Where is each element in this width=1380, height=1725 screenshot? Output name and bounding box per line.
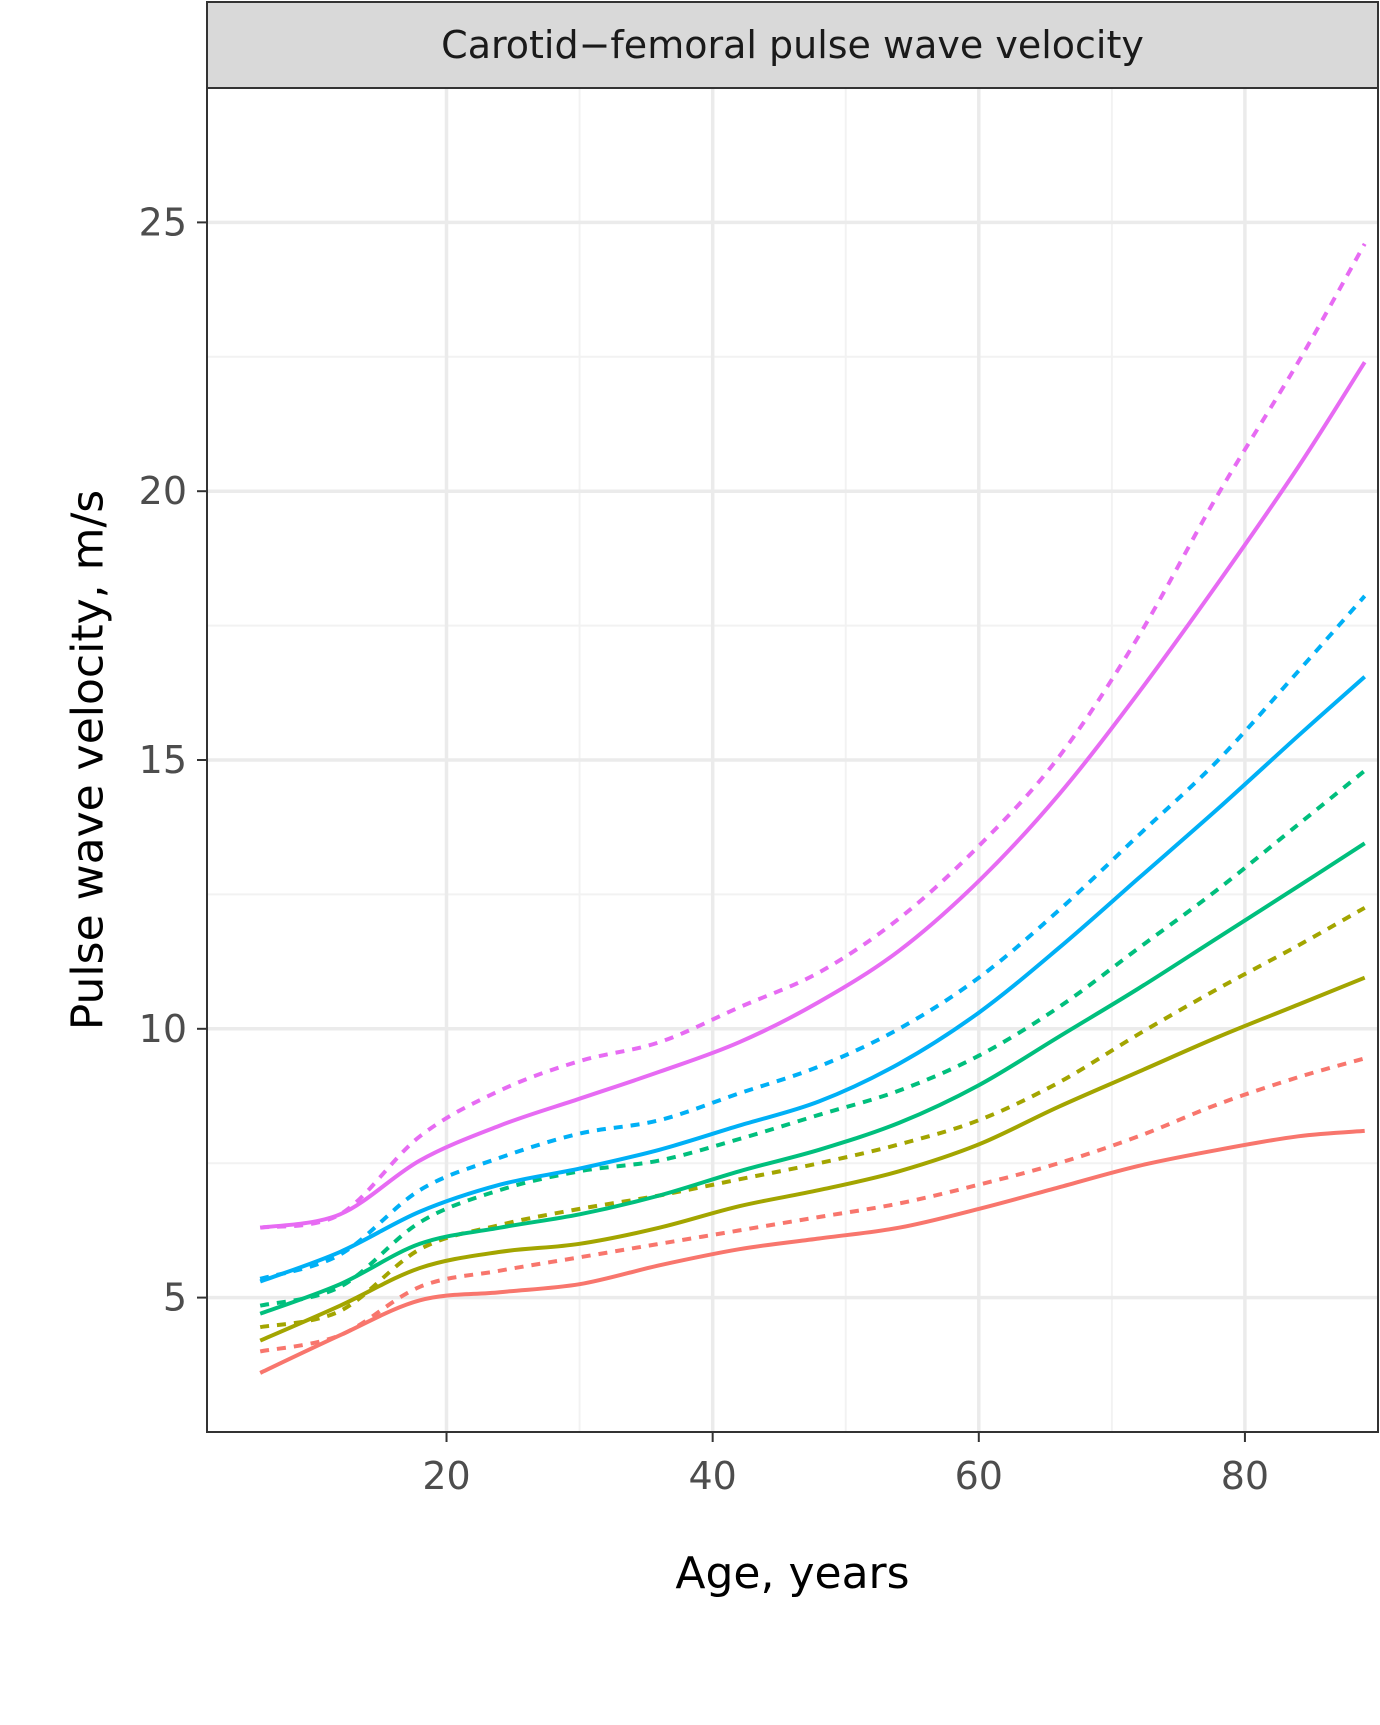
x-tick-label: 60 <box>955 1454 1003 1498</box>
x-tick-label: 40 <box>688 1454 736 1498</box>
y-tick-label: 5 <box>163 1276 187 1320</box>
series-line-7 <box>259 675 1367 1284</box>
y-axis-title: Pulse wave velocity, m/s <box>63 490 114 1030</box>
facet-strip-title: Carotid−femoral pulse wave velocity <box>441 23 1144 67</box>
y-tick-label: 10 <box>139 1007 187 1051</box>
series-line-2 <box>259 1056 1366 1354</box>
y-axis: 5 10 15 20 25 <box>139 200 207 1320</box>
x-tick-label: 20 <box>422 1454 470 1498</box>
x-axis-title: Age, years <box>675 1548 909 1599</box>
series-line-5 <box>259 841 1366 1316</box>
series-line-9 <box>259 361 1367 1230</box>
series-line-6 <box>259 769 1366 1308</box>
series-line-1 <box>259 1128 1365 1375</box>
y-tick-label: 25 <box>139 200 187 244</box>
series-lines <box>259 242 1367 1375</box>
y-tick-label: 20 <box>139 469 187 513</box>
facet-strip: Carotid−femoral pulse wave velocity <box>206 1 1379 89</box>
facet-strip-background <box>206 1 1379 89</box>
x-tick-label: 80 <box>1221 1454 1269 1498</box>
x-axis: 20 40 60 80 <box>422 1432 1269 1498</box>
series-line-8 <box>259 594 1367 1281</box>
series-line-3 <box>259 975 1366 1343</box>
y-tick-label: 15 <box>139 738 187 782</box>
